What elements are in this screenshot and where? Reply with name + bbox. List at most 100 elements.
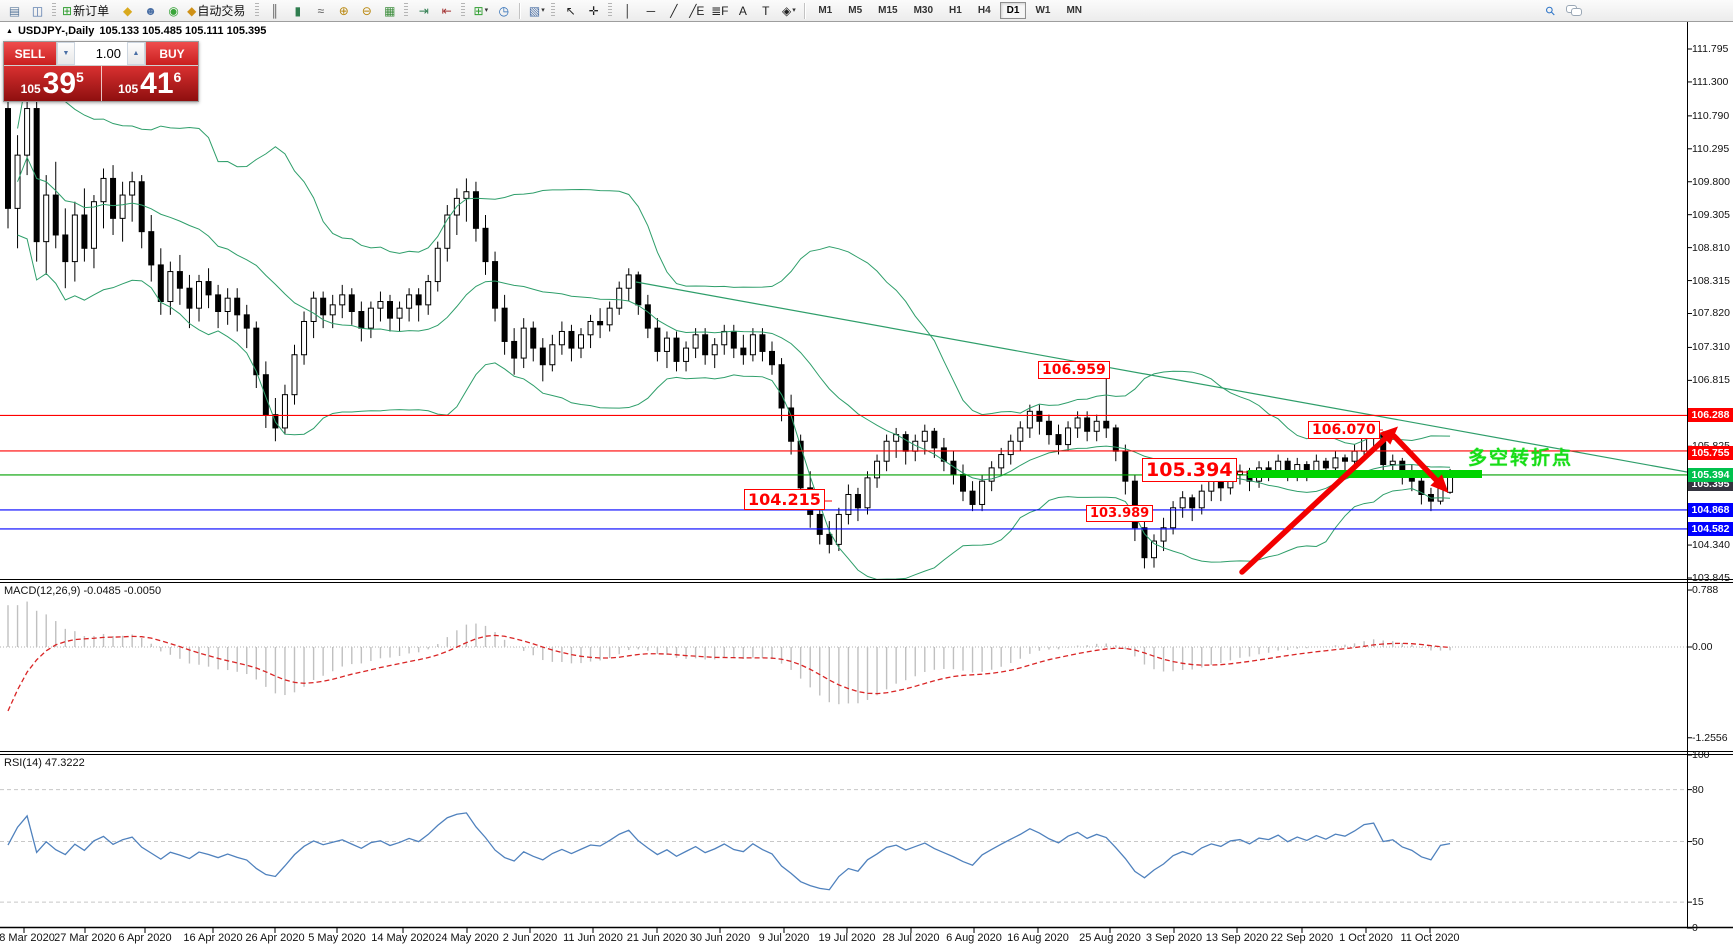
date-axis-label: 22 Sep 2020	[1270, 932, 1334, 944]
date-axis-label: 26 Apr 2020	[245, 932, 305, 944]
date-axis-label: 24 May 2020	[435, 932, 499, 944]
collapse-marker-icon[interactable]: ▲	[6, 27, 13, 35]
price-annotation-label[interactable]: 105.394	[1142, 458, 1237, 482]
date-axis-label: 27 Mar 2020	[54, 932, 116, 944]
signals-icon[interactable]: ◉	[168, 3, 179, 18]
date-axis-label: 1 Oct 2020	[1339, 932, 1393, 944]
price-level-badge: 104.868	[1688, 502, 1733, 517]
zoom-in-icon[interactable]: ⊕	[338, 3, 349, 18]
date-axis-label: 9 Jul 2020	[758, 932, 810, 944]
price-annotation-label[interactable]: 106.070	[1308, 421, 1380, 439]
cursor-icon[interactable]: ↖	[565, 3, 576, 18]
horizontal-line-icon[interactable]: ─	[646, 3, 656, 18]
volume-decrease-button[interactable]: ▼	[57, 42, 75, 65]
price-level-badge: 104.582	[1688, 521, 1733, 536]
date-axis-label: 30 Jun 2020	[689, 932, 751, 944]
channel-icon[interactable]: ╱E	[689, 3, 705, 18]
timeframe-h1[interactable]: H1	[949, 5, 962, 16]
ohlc-values: 105.133 105.485 105.111 105.395	[99, 25, 267, 37]
period-clock-icon[interactable]: ◷	[498, 3, 510, 18]
price-axis-label: 110.295	[1692, 142, 1730, 155]
profiles-icon[interactable]: ▧ ▾	[528, 3, 545, 18]
toolbar-grip	[52, 3, 56, 18]
buy-price-panel[interactable]: 105 41 6	[101, 66, 198, 101]
date-axis-label: 28 Jul 2020	[882, 932, 940, 944]
vertical-line-icon[interactable]: │	[624, 3, 632, 18]
search-icon[interactable]: ⚲	[1542, 2, 1559, 19]
chart-window-icon[interactable]: ▤	[8, 3, 21, 18]
price-axis-label: 110.790	[1692, 109, 1730, 122]
timeframe-m15[interactable]: M15	[878, 5, 898, 16]
auto-scroll-icon[interactable]: ⇤	[441, 3, 452, 18]
chart-title: ▲ USDJPY-,Daily 105.133 105.485 105.111 …	[6, 25, 266, 37]
terminal-icon[interactable]: ☻	[144, 3, 157, 18]
date-axis-label: 19 Jul 2020	[818, 932, 876, 944]
sell-price-big: 39	[42, 67, 77, 100]
crosshair-icon[interactable]: ✛	[588, 3, 599, 18]
new-chart-icon[interactable]: ⊞ ▾	[473, 3, 489, 18]
volume-input[interactable]: 1.00	[95, 46, 121, 61]
text-label-icon[interactable]: T	[762, 3, 770, 18]
bar-chart-icon[interactable]: ║	[270, 3, 280, 18]
metaeditor-icon[interactable]: ◆	[122, 3, 133, 18]
bull-bear-turning-point-note[interactable]: 多空转折点	[1468, 448, 1574, 469]
tile-windows-icon[interactable]: ▦	[384, 3, 396, 18]
toolbar-grip	[551, 3, 556, 18]
toolbar-grip	[608, 3, 613, 18]
date-axis-label: 11 Oct 2020	[1400, 932, 1460, 944]
one-click-trading-panel: SELL ▼ 1.00 ▲ BUY 105 39 5 105 41 6	[3, 41, 199, 102]
rsi-axis-label: 100	[1692, 749, 1710, 761]
autotrading-button[interactable]: ◆ 自动交易	[187, 3, 246, 18]
market-watch-icon[interactable]: ◫	[31, 3, 44, 18]
date-axis-label: 21 Jun 2020	[626, 932, 688, 944]
toolbar-grip	[461, 3, 466, 18]
sell-price-small: 105	[20, 82, 41, 96]
trendline-icon[interactable]: ╱	[670, 3, 678, 18]
date-axis-label: 6 Aug 2020	[946, 932, 1002, 944]
volume-increase-button[interactable]: ▲	[127, 42, 145, 65]
timeframe-m30[interactable]: M30	[913, 5, 934, 16]
timeframe-m5[interactable]: M5	[848, 5, 863, 16]
price-annotation-label[interactable]: 103.989	[1086, 505, 1154, 522]
zoom-out-icon[interactable]: ⊖	[361, 3, 372, 18]
sell-price-sup: 5	[76, 69, 84, 85]
timeframe-d1[interactable]: D1	[999, 2, 1027, 19]
date-axis-label: 25 Aug 2020	[1079, 932, 1141, 944]
price-axis-label: 109.305	[1692, 208, 1730, 221]
macd-axis-label: 0.788	[1692, 584, 1719, 597]
buy-price-big: 41	[140, 67, 174, 100]
text-icon[interactable]: A	[738, 3, 747, 18]
chart-canvas[interactable]	[0, 22, 1733, 948]
chat-icon[interactable]	[1562, 2, 1585, 20]
chart-shift-icon[interactable]: ⇥	[418, 3, 429, 18]
date-axis-label: 14 May 2020	[371, 932, 435, 944]
candlestick-chart-icon[interactable]: ▮	[294, 3, 302, 18]
price-axis-label: 111.795	[1692, 43, 1729, 55]
date-axis-label: 18 Mar 2020	[0, 932, 55, 944]
buy-button[interactable]: BUY	[146, 42, 198, 65]
date-axis-label: 13 Sep 2020	[1205, 932, 1269, 944]
timeframe-w1[interactable]: W1	[1035, 5, 1051, 16]
timeframe-mn[interactable]: MN	[1066, 5, 1082, 16]
sell-button[interactable]: SELL	[4, 42, 56, 65]
price-axis-label: 108.810	[1692, 241, 1730, 254]
line-chart-icon[interactable]: ≈	[317, 3, 325, 18]
price-annotation-label[interactable]: 106.959	[1038, 361, 1110, 379]
fibonacci-icon[interactable]: ≣F	[711, 3, 729, 18]
sell-price-panel[interactable]: 105 39 5	[4, 66, 102, 101]
shapes-icon[interactable]: ◈ ▾	[781, 3, 796, 18]
price-axis-label: 107.310	[1692, 341, 1730, 354]
rsi-indicator-label: RSI(14) 47.3222	[4, 757, 85, 769]
new-order-button[interactable]: ⊞ 新订单	[62, 3, 110, 18]
price-axis-label: 108.315	[1692, 274, 1730, 287]
rsi-axis-label: 0	[1692, 922, 1698, 935]
price-annotation-label[interactable]: 104.215	[744, 489, 825, 510]
timeframe-m1[interactable]: M1	[818, 5, 833, 16]
timeframe-h4[interactable]: H4	[977, 5, 991, 16]
date-axis-label: 16 Aug 2020	[1007, 932, 1069, 944]
toolbar-separator	[519, 2, 522, 19]
date-axis-label: 11 Jun 2020	[563, 932, 623, 944]
toolbar-grip	[255, 3, 260, 18]
price-axis-label: 107.820	[1692, 307, 1730, 320]
toolbar-grip	[404, 3, 409, 18]
